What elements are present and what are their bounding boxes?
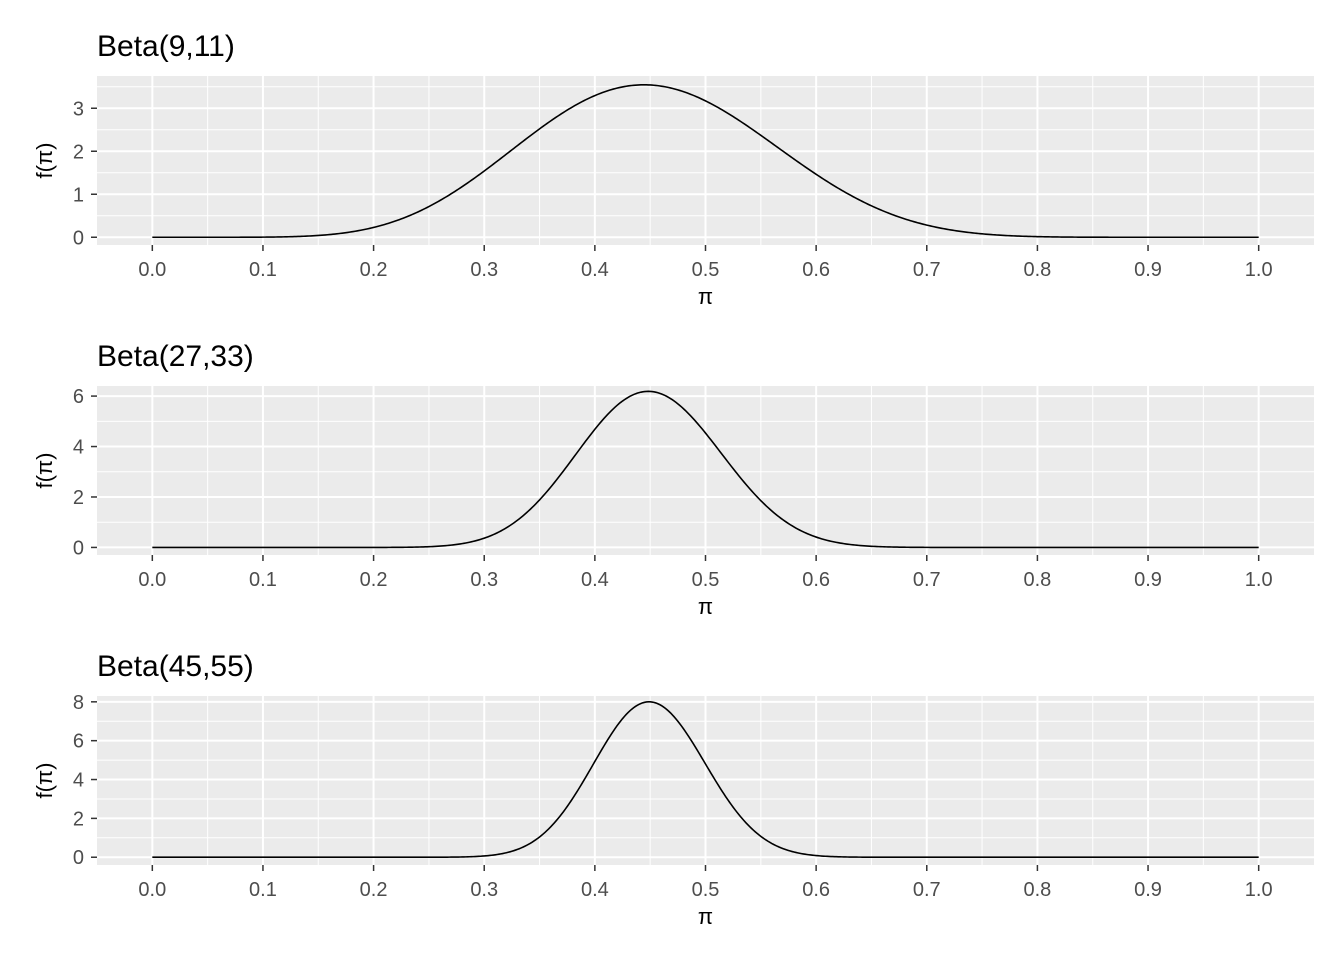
x-axis-title: π — [698, 904, 713, 929]
x-tick-label: 0.0 — [138, 569, 166, 591]
x-tick-label: 0.1 — [249, 569, 277, 591]
chart-panel-1: Beta(9,11) 0.0 0.1 0.2 0.3 0.4 0.5 0.6 0.7 0.8 0.9… — [32, 30, 1314, 309]
y-tick-label: 6 — [73, 386, 84, 408]
chart-panel-2: Beta(27,33) 0.0 0.1 0.2 0.3 0.4 0.5 0.6 0.7 0.8 0.… — [32, 340, 1314, 619]
x-tick-label: 0.9 — [1134, 879, 1162, 901]
density-curve — [152, 701, 1259, 859]
x-tick-label: 0.0 — [138, 259, 166, 281]
x-tick-label: 0.3 — [470, 259, 498, 281]
x-tick-label: 0.1 — [249, 879, 277, 901]
x-tick-label: 0.4 — [581, 879, 609, 901]
x-tick-label: 0.6 — [802, 569, 830, 591]
x-tick-label: 0.6 — [802, 259, 830, 281]
x-tick-label: 0.8 — [1024, 259, 1052, 281]
x-tick-label: 0.5 — [692, 879, 720, 901]
x-tick-label: 0.7 — [913, 259, 941, 281]
x-tick-label: 0.9 — [1134, 259, 1162, 281]
chart-title: Beta(9,11) — [97, 30, 235, 63]
y-tick-label: 0 — [73, 537, 84, 559]
chart-title: Beta(27,33) — [97, 340, 254, 373]
x-tick-label: 1.0 — [1245, 569, 1273, 591]
x-axis-title: π — [698, 594, 713, 619]
x-tick-label: 0.2 — [360, 569, 388, 591]
chart-panel-3: Beta(45,55) 0.0 0.1 0.2 0.3 0.4 0.5 0.6 0.7 0.8 0.… — [32, 650, 1314, 929]
x-tick-label: 0.3 — [470, 569, 498, 591]
y-tick-label: 4 — [73, 437, 84, 459]
x-axis-title: π — [698, 284, 713, 309]
x-tick-label: 0.5 — [692, 259, 720, 281]
x-tick-label: 0.1 — [249, 259, 277, 281]
y-tick-label: 0 — [73, 847, 84, 869]
y-tick-label: 2 — [73, 141, 84, 163]
y-tick-label: 1 — [73, 184, 84, 206]
x-tick-label: 0.8 — [1024, 569, 1052, 591]
y-axis-title: f(π) — [32, 763, 57, 799]
x-tick-label: 0.6 — [802, 879, 830, 901]
y-tick-label: 2 — [73, 808, 84, 830]
density-curve — [152, 390, 1259, 549]
x-tick-label: 0.8 — [1024, 879, 1052, 901]
y-axis-title: f(π) — [32, 143, 57, 179]
y-tick-label: 3 — [73, 98, 84, 120]
y-axis-title: f(π) — [32, 453, 57, 489]
x-tick-label: 0.7 — [913, 569, 941, 591]
y-tick-label: 8 — [73, 692, 84, 714]
density-curve — [152, 84, 1259, 239]
x-tick-label: 0.7 — [913, 879, 941, 901]
y-tick-label: 2 — [73, 487, 84, 509]
x-tick-label: 0.3 — [470, 879, 498, 901]
y-tick-label: 4 — [73, 770, 84, 792]
x-tick-label: 0.2 — [360, 879, 388, 901]
x-tick-label: 0.2 — [360, 259, 388, 281]
x-tick-label: 1.0 — [1245, 259, 1273, 281]
x-tick-label: 0.4 — [581, 569, 609, 591]
x-tick-label: 0.4 — [581, 259, 609, 281]
x-tick-label: 0.9 — [1134, 569, 1162, 591]
y-tick-label: 0 — [73, 227, 84, 249]
chart-title: Beta(45,55) — [97, 650, 254, 683]
x-tick-label: 1.0 — [1245, 879, 1273, 901]
x-tick-label: 0.5 — [692, 569, 720, 591]
x-tick-label: 0.0 — [138, 879, 166, 901]
y-tick-label: 6 — [73, 731, 84, 753]
